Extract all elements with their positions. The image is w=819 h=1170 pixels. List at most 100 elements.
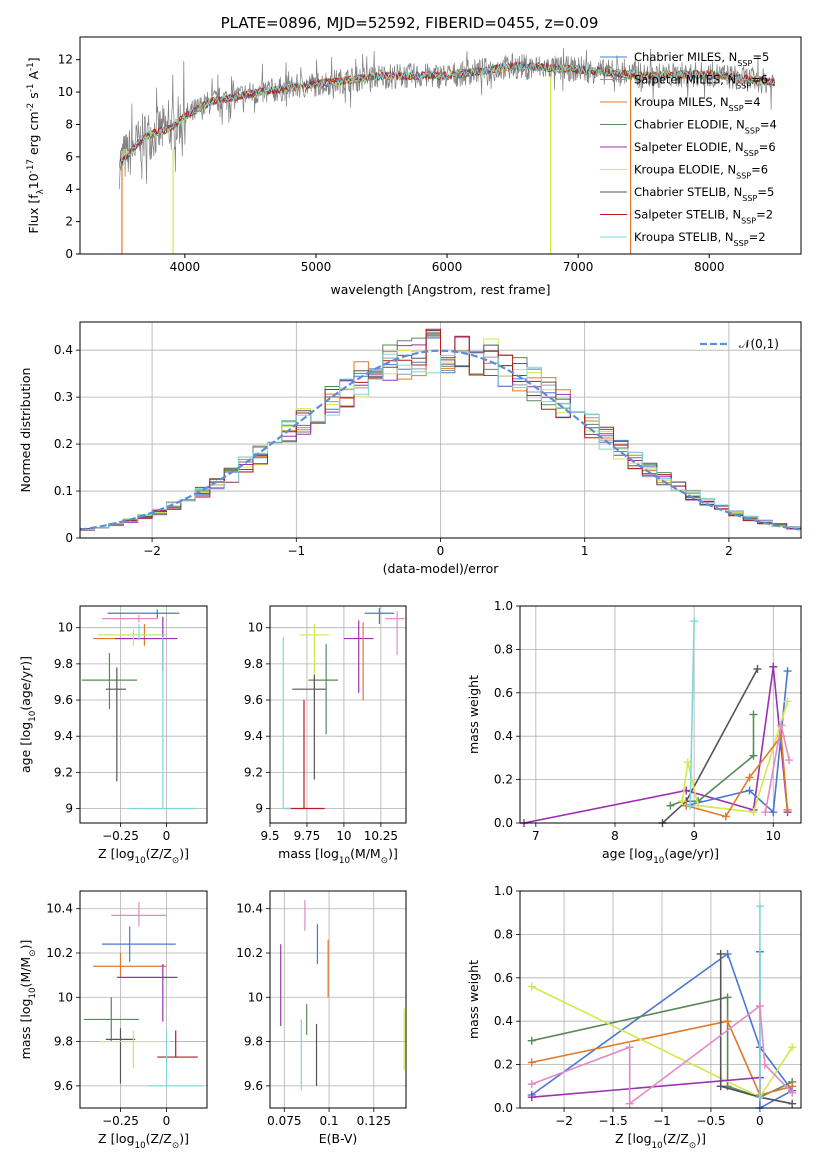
residual-histogram-step xyxy=(80,328,801,531)
x-tick-label: 0 xyxy=(437,544,445,558)
mass-weight-marker xyxy=(760,1060,769,1069)
legend-entry-label: Kroupa STELIB, NSSP=2 xyxy=(634,230,766,248)
y-tick-label: 10.2 xyxy=(236,946,263,960)
residuals-frame xyxy=(79,321,802,539)
mass-weight-marker xyxy=(755,1002,764,1011)
x-tick-label: 10.25 xyxy=(364,829,398,843)
x-tick-label: 9.75 xyxy=(294,829,321,843)
mass-weight-marker xyxy=(678,797,687,806)
residual-histogram-step xyxy=(80,351,801,531)
y-axis-label: mass weight xyxy=(466,675,481,754)
errorbar-point xyxy=(284,700,325,810)
y-tick-label: 10.2 xyxy=(46,946,73,960)
y-tick-label: 2 xyxy=(65,215,73,229)
x-tick-label: 0.1 xyxy=(320,1114,339,1128)
mass-weight-line xyxy=(719,953,793,1105)
x-axis-label: (data-model)/error xyxy=(383,561,500,576)
mass-weight-marker xyxy=(723,1017,732,1026)
x-axis-label: age [log10(age/yr)] xyxy=(602,846,719,866)
y-tick-label: 9.4 xyxy=(54,729,73,743)
errorbar-point xyxy=(83,997,139,1042)
y-tick-label: 8 xyxy=(65,117,73,131)
x-axis-label: Z [log10(Z/Z⊙)] xyxy=(98,1131,189,1151)
errorbar-point xyxy=(81,653,138,710)
mass-weight-marker xyxy=(716,1082,725,1091)
y-tick-label: 0 xyxy=(65,247,73,261)
y-tick-label: 0.6 xyxy=(494,686,513,700)
y-tick-label: 0.2 xyxy=(54,437,73,451)
x-tick-label: −0.5 xyxy=(696,1114,725,1128)
mass-weight-line xyxy=(686,671,789,814)
x-tick-label: 9.5 xyxy=(260,829,279,843)
mass-weight-line xyxy=(523,666,789,823)
y-tick-label: 0.4 xyxy=(54,343,73,357)
x-tick-label: 0.075 xyxy=(267,1114,301,1128)
errorbar-point xyxy=(148,1030,204,1087)
y-tick-label: 0.6 xyxy=(494,971,513,985)
y-axis-label: mass [log10(M/M⊙)] xyxy=(18,940,38,1060)
age_vs_mass-axes xyxy=(266,606,406,827)
y-tick-label: 0.8 xyxy=(494,927,513,941)
spectrum-legend: Chabrier MILES, NSSP=5 Salpeter MILES, NS… xyxy=(600,50,777,248)
legend-entry-label: Salpeter ELODIE, NSSP=6 xyxy=(634,140,776,158)
x-axis-label: mass [log10(M/M⊙)] xyxy=(278,846,398,866)
y-tick-label: 9.6 xyxy=(244,1079,263,1093)
mass-weight-marker xyxy=(788,1099,797,1108)
mass-weight-line xyxy=(531,1004,793,1106)
errorbar-point xyxy=(100,1030,171,1069)
y-tick-label: 4 xyxy=(65,182,73,196)
mass-weight-marker xyxy=(723,993,732,1002)
errorbar-point xyxy=(282,636,291,810)
age_vs_Z-frame xyxy=(79,605,208,824)
x-tick-label: 7 xyxy=(532,829,540,843)
mass-weight-marker xyxy=(716,949,725,958)
mass-weight-marker xyxy=(788,1088,797,1097)
errorbar-point xyxy=(98,624,167,641)
age_vs_mass-frame xyxy=(269,605,407,824)
mass-weight-marker xyxy=(761,808,770,817)
errorbar-point xyxy=(102,926,176,962)
y-tick-label: 10 xyxy=(58,621,73,635)
y-tick-label: 9.4 xyxy=(244,729,263,743)
mass-weight-marker xyxy=(527,1080,536,1089)
errorbar-point xyxy=(116,964,178,1022)
errorbar-point xyxy=(292,674,327,780)
mass-weight-marker xyxy=(783,667,792,676)
legend-entry-label: Chabrier STELIB, NSSP=5 xyxy=(634,185,774,203)
model-spectrum-line xyxy=(118,62,775,168)
y-axis-label: Normed distribution xyxy=(18,368,33,493)
errorbar-point xyxy=(105,1028,136,1084)
x-tick-label: 0 xyxy=(163,829,171,843)
x-tick-label: −2 xyxy=(143,544,161,558)
y-axis-label: Flux [fλ10-17 erg cm-2 s-1 A-1] xyxy=(26,57,46,233)
mass-weight-marker xyxy=(783,697,792,706)
legend-entry-label: 𝒩(0,1) xyxy=(739,337,779,351)
mass-weight-marker xyxy=(777,721,786,730)
y-tick-label: 0.4 xyxy=(494,1014,513,1028)
age_vs_Z-axes xyxy=(76,606,207,827)
x-tick-label: −1 xyxy=(287,544,305,558)
mass-weight-marker xyxy=(769,808,778,817)
x-tick-label: 0 xyxy=(756,1114,764,1128)
x-tick-label: 0 xyxy=(163,1114,171,1128)
y-tick-label: 0.3 xyxy=(54,390,73,404)
weight_vs_age-axes xyxy=(516,605,801,827)
legend-entry-label: Salpeter MILES, NSSP=6 xyxy=(634,73,768,91)
normal-distribution-curve xyxy=(79,349,802,531)
x-tick-label: 7000 xyxy=(563,260,594,274)
errorbar-point xyxy=(343,620,374,693)
legend-entry-label: Kroupa MILES, NSSP=4 xyxy=(634,95,761,113)
y-tick-label: 0.8 xyxy=(494,642,513,656)
x-tick-label: 8000 xyxy=(694,260,725,274)
errorbar-point xyxy=(105,667,127,782)
mass-weight-marker xyxy=(783,805,792,814)
y-tick-label: 0.1 xyxy=(54,484,73,498)
x-tick-label: 10 xyxy=(336,829,351,843)
x-tick-label: 10 xyxy=(766,829,781,843)
y-tick-label: 9.2 xyxy=(244,765,263,779)
y-tick-label: 10.4 xyxy=(46,902,73,916)
y-tick-label: 9.8 xyxy=(54,1035,73,1049)
y-tick-label: 9 xyxy=(255,802,263,816)
x-tick-label: 0.125 xyxy=(357,1114,391,1128)
